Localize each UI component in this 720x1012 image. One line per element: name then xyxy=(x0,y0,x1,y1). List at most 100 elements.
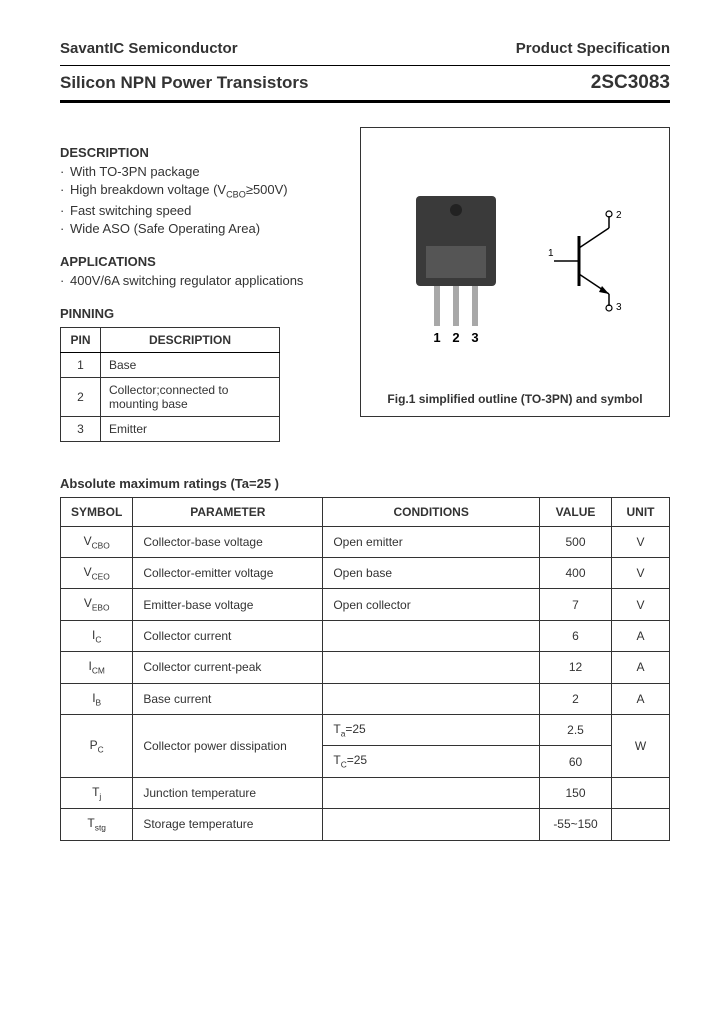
description-item: High breakdown voltage (VCBO≥500V) xyxy=(60,182,340,200)
pin-cell: 1 xyxy=(61,352,101,377)
cond-cell xyxy=(323,777,540,808)
desc-cell: Collector;connected to mounting base xyxy=(101,377,280,416)
ratings-section: Absolute maximum ratings (Ta=25 ) SYMBOL… xyxy=(60,476,670,841)
sym-cell: Tj xyxy=(61,777,133,808)
param-cell: Collector-base voltage xyxy=(133,526,323,557)
cond-cell xyxy=(323,809,540,840)
sym-cell: VEBO xyxy=(61,589,133,620)
cond-cell xyxy=(323,683,540,714)
table-row: VEBO Emitter-base voltage Open collector… xyxy=(61,589,670,620)
val-cell: 60 xyxy=(540,746,612,777)
table-row: VCEO Collector-emitter voltage Open base… xyxy=(61,557,670,588)
pin-cell: 3 xyxy=(61,416,101,441)
sym-cell: ICM xyxy=(61,652,133,683)
param-cell: Junction temperature xyxy=(133,777,323,808)
table-row: IC Collector current 6 A xyxy=(61,620,670,651)
unit-cell: V xyxy=(612,557,670,588)
product-family: Silicon NPN Power Transistors xyxy=(60,73,308,93)
svg-text:2: 2 xyxy=(616,210,622,221)
application-item: 400V/6A switching regulator applications xyxy=(60,273,340,288)
table-row: 1 Base xyxy=(61,352,280,377)
col-unit: UNIT xyxy=(612,497,670,526)
part-number: 2SC3083 xyxy=(591,72,670,94)
table-header-row: PIN DESCRIPTION xyxy=(61,327,280,352)
top-block: DESCRIPTION With TO-3PN package High bre… xyxy=(60,127,670,442)
val-cell: 6 xyxy=(540,620,612,651)
cond-cell: TC=25 xyxy=(323,746,540,777)
val-cell: 12 xyxy=(540,652,612,683)
description-item: Wide ASO (Safe Operating Area) xyxy=(60,221,340,236)
left-column: DESCRIPTION With TO-3PN package High bre… xyxy=(60,127,340,442)
cond-cell: Open base xyxy=(323,557,540,588)
val-cell: 500 xyxy=(540,526,612,557)
pin-label-3: 3 xyxy=(471,330,478,345)
table-row: Tstg Storage temperature -55~150 xyxy=(61,809,670,840)
description-item: With TO-3PN package xyxy=(60,164,340,179)
table-row: PC Collector power dissipation Ta=25 2.5… xyxy=(61,714,670,745)
cond-cell: Open collector xyxy=(323,589,540,620)
sym-cell: Tstg xyxy=(61,809,133,840)
table-row: Tj Junction temperature 150 xyxy=(61,777,670,808)
param-cell: Emitter-base voltage xyxy=(133,589,323,620)
brand-name: SavantIC Semiconductor xyxy=(60,40,238,57)
description-item: Fast switching speed xyxy=(60,203,340,218)
cond-cell: Ta=25 xyxy=(323,714,540,745)
param-cell: Collector power dissipation xyxy=(133,714,323,777)
param-cell: Storage temperature xyxy=(133,809,323,840)
sym-cell: IB xyxy=(61,683,133,714)
unit-cell: A xyxy=(612,683,670,714)
unit-cell xyxy=(612,809,670,840)
sym-cell: VCEO xyxy=(61,557,133,588)
table-row: VCBO Collector-base voltage Open emitter… xyxy=(61,526,670,557)
figure-box: 1 2 3 1 2 3 xyxy=(360,127,670,417)
col-conditions: CONDITIONS xyxy=(323,497,540,526)
spec-label: Product Specification xyxy=(516,40,670,57)
divider-thick xyxy=(60,100,670,103)
pinning-heading: PINNING xyxy=(60,306,340,321)
unit-cell: A xyxy=(612,620,670,651)
val-cell: 2 xyxy=(540,683,612,714)
col-pin: PIN xyxy=(61,327,101,352)
table-header-row: SYMBOL PARAMETER CONDITIONS VALUE UNIT xyxy=(61,497,670,526)
unit-cell: V xyxy=(612,589,670,620)
sym-cell: PC xyxy=(61,714,133,777)
param-cell: Collector current xyxy=(133,620,323,651)
sym-cell: IC xyxy=(61,620,133,651)
datasheet-page: SavantIC Semiconductor Product Specifica… xyxy=(0,0,720,881)
table-row: IB Base current 2 A xyxy=(61,683,670,714)
ratings-table: SYMBOL PARAMETER CONDITIONS VALUE UNIT V… xyxy=(60,497,670,841)
table-row: 2 Collector;connected to mounting base xyxy=(61,377,280,416)
svg-text:1: 1 xyxy=(548,248,554,259)
figure-caption: Fig.1 simplified outline (TO-3PN) and sy… xyxy=(387,392,642,406)
title-row: Silicon NPN Power Transistors 2SC3083 xyxy=(60,72,670,94)
table-row: ICM Collector current-peak 12 A xyxy=(61,652,670,683)
unit-cell xyxy=(612,777,670,808)
col-parameter: PARAMETER xyxy=(133,497,323,526)
col-value: VALUE xyxy=(540,497,612,526)
ratings-title: Absolute maximum ratings (Ta=25 ) xyxy=(60,476,670,491)
cond-cell: Open emitter xyxy=(323,526,540,557)
unit-cell: A xyxy=(612,652,670,683)
description-list: With TO-3PN package High breakdown volta… xyxy=(60,164,340,236)
param-cell: Base current xyxy=(133,683,323,714)
pinning-table: PIN DESCRIPTION 1 Base 2 Collector;conne… xyxy=(60,327,280,442)
val-cell: 2.5 xyxy=(540,714,612,745)
package-outline-icon: 1 2 3 xyxy=(396,176,516,346)
col-symbol: SYMBOL xyxy=(61,497,133,526)
pin-label-2: 2 xyxy=(452,330,459,345)
cond-cell xyxy=(323,620,540,651)
cond-cell xyxy=(323,652,540,683)
divider xyxy=(60,65,670,66)
unit-cell: W xyxy=(612,714,670,777)
sym-cell: VCBO xyxy=(61,526,133,557)
val-cell: 150 xyxy=(540,777,612,808)
pin-label-1: 1 xyxy=(433,330,440,345)
val-cell: 400 xyxy=(540,557,612,588)
applications-heading: APPLICATIONS xyxy=(60,254,340,269)
val-cell: 7 xyxy=(540,589,612,620)
pin-cell: 2 xyxy=(61,377,101,416)
unit-cell: V xyxy=(612,526,670,557)
figure-content: 1 2 3 1 2 3 xyxy=(371,138,659,384)
table-row: 3 Emitter xyxy=(61,416,280,441)
col-desc: DESCRIPTION xyxy=(101,327,280,352)
